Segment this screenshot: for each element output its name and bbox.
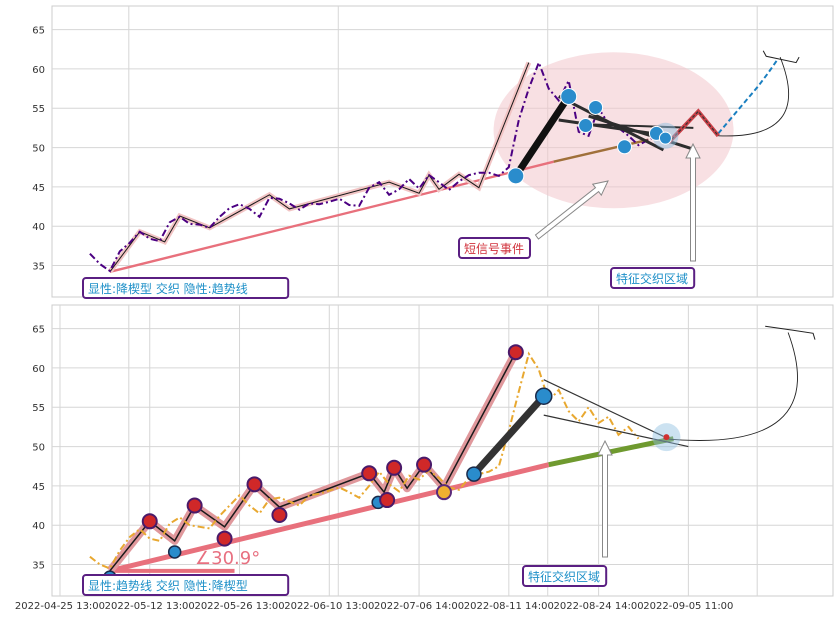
zone-arrow — [597, 439, 613, 558]
zone-arrow — [685, 142, 701, 262]
thrust-line — [512, 94, 572, 178]
event-marker — [507, 344, 524, 361]
pattern-label: 显性:趋势线 交织 隐性:降楔型 — [88, 578, 248, 593]
event-marker — [141, 513, 158, 530]
top-chart-panel: 35 40 45 50 55 60 65 显性:降楔型 交织 隐性:趋势线 短信号事件特征交织区… — [32, 5, 834, 299]
y-tick-label: 55 — [32, 403, 45, 414]
signal-point — [658, 131, 672, 145]
signal-event-label-box — [458, 237, 531, 259]
y-tick-label: 55 — [32, 104, 45, 115]
event-marker — [416, 456, 433, 473]
x-tick-label: 2022-09-05 11:00 — [643, 601, 733, 612]
y-tick-label: 40 — [32, 222, 45, 233]
projection-curve — [663, 332, 798, 441]
event-marker — [271, 506, 288, 523]
pattern-label-box — [82, 277, 290, 299]
trend-line — [109, 462, 550, 574]
event-marker — [386, 459, 403, 476]
y-tick-label: 40 — [32, 521, 45, 532]
event-marker — [246, 476, 263, 493]
y-tick-label: 65 — [32, 325, 45, 336]
y-tick-label: 35 — [32, 561, 45, 572]
x-tick-label: 2022-05-12 13:00 — [105, 601, 195, 612]
signal-point — [507, 167, 525, 185]
short-peak-line — [666, 108, 720, 145]
pattern-label-box — [82, 574, 290, 596]
y-tick-label: 35 — [32, 262, 45, 273]
wedge-line — [588, 114, 694, 151]
signal-point — [560, 87, 578, 105]
plot-area — [51, 304, 834, 597]
signal-event-label: 短信号事件 — [464, 242, 524, 256]
x-tick-label: 2022-07-06 14:00 — [374, 601, 464, 612]
x-tick-label: 2022-08-11 14:00 — [464, 601, 554, 612]
signal-point — [466, 466, 482, 482]
angle-label: ∠30.9° — [195, 548, 260, 569]
x-tick-label: 2022-08-24 14:00 — [554, 601, 644, 612]
signal-arrow — [534, 180, 609, 240]
projection-bracket — [765, 325, 816, 340]
signal-point — [578, 118, 594, 134]
interaction-zone-label-box — [522, 565, 608, 587]
pattern-label: 显性:降楔型 交织 隐性:趋势线 — [88, 281, 248, 296]
y-tick-label: 60 — [32, 364, 45, 375]
interaction-zone-label-box — [610, 267, 696, 289]
event-marker — [361, 465, 378, 482]
bottom-chart-panel: 35 40 45 50 55 60 65 2022-04-25 13:00 2022-05-12… — [15, 304, 834, 612]
signal-point — [588, 99, 604, 115]
event-marker — [435, 484, 452, 501]
interaction-zone-label: 特征交织区域 — [616, 271, 688, 286]
y-tick-label: 45 — [32, 482, 45, 493]
interaction-zone-label: 特征交织区域 — [528, 569, 600, 584]
x-tick-label: 2022-04-25 13:00 — [15, 601, 105, 612]
event-marker — [379, 492, 396, 509]
zigzag-line — [109, 62, 530, 273]
projection-curve — [718, 56, 789, 137]
trend-line-extension — [553, 138, 649, 163]
y-tick-label: 60 — [32, 65, 45, 76]
event-marker — [216, 530, 233, 547]
x-tick-label: 2022-06-10 13:00 — [284, 601, 374, 612]
signal-point — [534, 387, 553, 405]
event-marker — [186, 497, 203, 514]
x-tick-label: 2022-05-26 13:00 — [194, 601, 284, 612]
trend-line-extension — [548, 436, 674, 468]
y-tick-label: 65 — [32, 26, 45, 37]
thrust-line — [471, 393, 547, 477]
interaction-point — [663, 434, 670, 441]
y-tick-label: 50 — [32, 443, 45, 454]
y-tick-label: 45 — [32, 183, 45, 194]
highlight-ellipse — [493, 52, 734, 209]
y-tick-label: 50 — [32, 144, 45, 155]
wedge-upper-line — [543, 379, 664, 437]
wedge-lower-line — [543, 414, 689, 448]
signal-point — [167, 545, 182, 559]
projection-bracket — [762, 50, 800, 64]
signal-point — [617, 139, 633, 155]
